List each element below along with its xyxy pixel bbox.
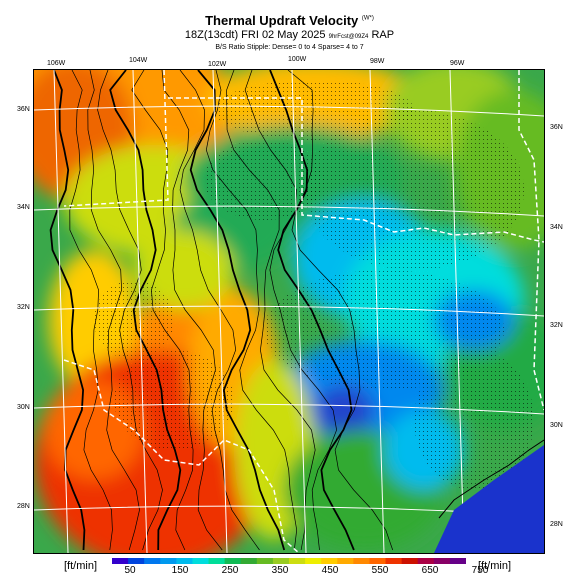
valid-time: 18Z(13cdt) FRI 02 May 2025 — [184, 29, 326, 41]
contour-line — [226, 70, 316, 551]
contour-line — [161, 70, 223, 551]
contour-line — [97, 70, 163, 551]
colorbar-segment — [272, 558, 290, 564]
parallel — [34, 105, 544, 117]
colorbar-segment — [417, 558, 435, 564]
contour-line — [109, 70, 182, 551]
colorbar-tick-label: 150 — [171, 565, 189, 576]
colorbar-tick-label: 350 — [271, 565, 289, 576]
field-blob — [314, 385, 374, 435]
contour-line — [287, 70, 394, 551]
colorbar-tick-label: 750 — [471, 565, 489, 576]
colorbar-segment — [321, 558, 338, 564]
lat-label-left: 36N — [17, 106, 30, 113]
colorbar-segment — [240, 558, 258, 564]
colorbar-unit-right: [ft/min] — [478, 560, 512, 572]
model-name: RAP — [371, 29, 395, 41]
colorbar-tick-label: 650 — [421, 565, 439, 576]
coastline — [438, 439, 544, 519]
colorbar-segment — [144, 558, 161, 564]
lat-label-left: 34N — [17, 204, 30, 211]
meridian — [132, 70, 148, 553]
lon-label: 104W — [129, 57, 148, 64]
colorbar-tick-label: 250 — [221, 565, 239, 576]
colorbar-segment — [401, 558, 419, 564]
lon-label: 96W — [450, 60, 465, 67]
colorbar-segment — [337, 558, 354, 564]
stipple-area — [414, 350, 534, 490]
contour-line — [179, 70, 260, 551]
chart-title: Thermal Updraft Velocity (W*) — [0, 13, 579, 28]
lat-label-right: 34N — [550, 224, 563, 231]
contour-line — [69, 70, 113, 551]
colorbar-tick-label: 550 — [371, 565, 389, 576]
gulf-water — [434, 445, 544, 553]
colorbar-segment — [289, 558, 306, 564]
colorbar-segment — [160, 558, 177, 564]
meridian — [369, 70, 385, 553]
state-borders — [63, 70, 544, 553]
colorbar-segment — [208, 558, 226, 564]
lon-label: 98W — [370, 58, 385, 65]
nm-tx-border — [63, 70, 169, 207]
colorbar-segment — [176, 558, 193, 564]
contour-line — [189, 70, 286, 551]
contour-line — [87, 70, 140, 551]
colorbar-tick-label: 50 — [124, 565, 136, 576]
colorbar-segment — [369, 558, 387, 564]
lon-label: 106W — [47, 60, 66, 67]
lat-label-left: 28N — [17, 503, 30, 510]
stipple-area — [94, 280, 174, 360]
stipple-area — [204, 140, 324, 220]
lat-label-right: 32N — [550, 322, 563, 329]
title-text: Thermal Updraft Velocity — [205, 13, 359, 28]
lat-label-left: 30N — [17, 404, 30, 411]
colorbar-segment — [305, 558, 322, 564]
parallel — [34, 205, 544, 217]
colorbar-segment — [256, 558, 274, 564]
stipple-area — [114, 350, 234, 450]
contour-line — [244, 70, 337, 551]
chart-subtitle: 18Z(13cdt) FRI 02 May 2025 9hrFcst@09Z4 … — [0, 29, 579, 41]
thermal-map — [34, 70, 544, 553]
stipple-area — [304, 110, 524, 270]
tx-la-border — [518, 70, 544, 411]
stipple-regions — [94, 80, 534, 490]
colorbar-segment — [353, 558, 370, 564]
lat-label-right: 36N — [550, 124, 563, 131]
meridian — [53, 70, 69, 553]
lat-label-right: 28N — [550, 521, 563, 528]
colorbar-unit-left: [ft/min] — [64, 560, 98, 572]
stipple-note: B/S Ratio Stipple: Dense= 0 to 4 Sparse=… — [215, 44, 364, 51]
lon-label: 102W — [208, 61, 227, 68]
colorbar-segment — [433, 558, 451, 564]
lat-label-right: 30N — [550, 422, 563, 429]
lat-label-left: 32N — [17, 304, 30, 311]
map-panel — [33, 69, 545, 554]
colorbar-segment — [449, 558, 466, 564]
meridian — [291, 70, 307, 553]
us-mexico-border — [63, 359, 300, 553]
contour-line — [131, 70, 194, 551]
colorbar-segment — [224, 558, 242, 564]
colorbar-segment — [385, 558, 403, 564]
meridian — [212, 70, 228, 553]
contour-line — [269, 70, 355, 551]
lon-label: 100W — [288, 56, 307, 63]
ok-tx-border — [168, 97, 544, 243]
contour-line — [205, 70, 298, 551]
parallel — [34, 305, 544, 317]
issued-time: 9hrFcst@09Z4 — [328, 34, 369, 40]
colorbar-segment — [112, 558, 129, 564]
colorbar-tick-label: 450 — [321, 565, 339, 576]
colorbar — [112, 558, 466, 564]
colorbar-segment — [192, 558, 210, 564]
parallel — [34, 403, 544, 415]
colorbar-segment — [128, 558, 145, 564]
title-superscript: (W*) — [361, 15, 374, 22]
